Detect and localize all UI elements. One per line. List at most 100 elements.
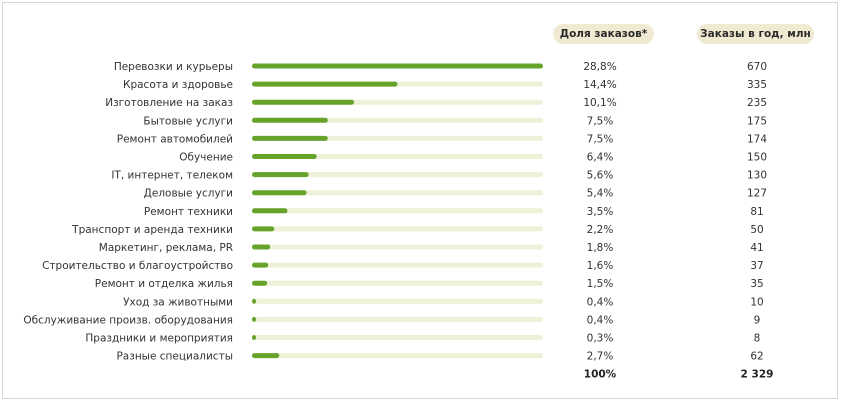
chart-row: Маркетинг, реклама, PR 1,8% 41 [99, 242, 764, 254]
share-value: 7,5% [587, 115, 614, 127]
orders-value: 335 [747, 79, 767, 91]
category-label: Маркетинг, реклама, PR [99, 242, 233, 254]
bar-track [252, 208, 543, 214]
category-label: Ремонт автомобилей [117, 133, 233, 145]
bar [252, 99, 355, 105]
bar-track [252, 280, 543, 286]
orders-column-header: Заказы в год, млн [697, 24, 814, 44]
orders-value: 175 [747, 115, 767, 127]
category-label: Бытовые услуги [143, 115, 233, 127]
orders-value: 62 [750, 351, 763, 363]
share-value: 2,2% [587, 224, 614, 236]
bar [252, 135, 328, 141]
orders-value: 150 [747, 152, 767, 164]
bar [252, 280, 268, 286]
category-label: Разные специалисты [116, 351, 233, 363]
chart-row: Ремонт автомобилей 7,5% 174 [117, 133, 768, 145]
bar [252, 81, 398, 87]
chart-row: Праздники и мероприятия 0,3% 8 [85, 333, 760, 345]
bar-track [252, 226, 543, 232]
share-value: 1,6% [587, 260, 614, 272]
category-label: Обучение [179, 152, 233, 164]
bar-track [252, 262, 543, 268]
category-label: IT, интернет, телеком [111, 170, 233, 182]
chart-row: Обучение 6,4% 150 [179, 152, 767, 164]
share-value: 0,4% [587, 296, 614, 308]
chart-row: Разные специалисты 2,7% 62 [116, 351, 763, 363]
bar [252, 208, 288, 214]
share-value: 0,4% [587, 314, 614, 326]
orders-value: 41 [750, 242, 763, 254]
category-label: Деловые услуги [144, 188, 233, 200]
chart-row: Красота и здоровье 14,4% 335 [123, 79, 767, 91]
category-label: Ремонт и отделка жилья [95, 278, 233, 290]
bar-track [252, 190, 543, 196]
bar [252, 353, 280, 359]
bar [252, 63, 543, 69]
orders-value: 10 [750, 296, 763, 308]
chart-row: Строительство и благоустройство 1,6% 37 [42, 260, 764, 272]
orders-value: 130 [747, 170, 767, 182]
bar [252, 154, 317, 159]
chart-row: Транспорт и аренда техники 2,2% 50 [71, 224, 764, 236]
share-value: 7,5% [587, 133, 614, 145]
bar-track [252, 316, 543, 322]
bar [252, 262, 269, 268]
orders-value: 9 [754, 314, 761, 326]
chart-row: Обслуживание произв. оборудования 0,4% 9 [23, 314, 760, 326]
bar [252, 298, 257, 304]
category-label: Праздники и мероприятия [85, 333, 233, 345]
share-value: 5,4% [587, 188, 614, 200]
orders-value: 174 [747, 133, 767, 145]
bar [252, 335, 256, 340]
category-label: Красота и здоровье [123, 79, 233, 91]
bar [252, 190, 307, 196]
bar [252, 117, 328, 123]
bar-track [252, 172, 543, 178]
orders-value: 50 [750, 224, 763, 236]
share-value: 10,1% [583, 97, 616, 109]
chart-row: IT, интернет, телеком 5,6% 130 [111, 170, 767, 182]
orders-value: 670 [747, 61, 767, 73]
share-value: 3,5% [587, 206, 614, 218]
bar [252, 316, 257, 322]
bar [252, 244, 271, 250]
orders-value: 127 [747, 188, 767, 200]
category-label: Транспорт и аренда техники [71, 224, 233, 236]
share-value: 5,6% [587, 170, 614, 182]
total-share: 100% [584, 369, 617, 381]
orders-value: 37 [750, 260, 763, 272]
orders-value: 8 [754, 333, 761, 345]
bar-track [252, 353, 543, 359]
share-value: 2,7% [587, 351, 614, 363]
bar-track [252, 244, 543, 250]
chart-row: Уход за животными 0,4% 10 [123, 296, 764, 308]
bar [252, 172, 309, 178]
total-orders: 2 329 [741, 369, 774, 381]
share-value: 1,5% [587, 278, 614, 290]
orders-value: 35 [750, 278, 763, 290]
category-label: Перевозки и курьеры [114, 61, 233, 73]
chart-row: Бытовые услуги 7,5% 175 [143, 115, 767, 127]
share-value: 6,4% [587, 152, 614, 164]
share-value: 28,8% [583, 61, 616, 73]
category-label: Изготовление на заказ [105, 97, 233, 109]
bar-track [252, 154, 543, 159]
share-column-header: Доля заказов* [553, 24, 654, 44]
bar-track [252, 298, 543, 304]
share-value: 1,8% [587, 242, 614, 254]
share-value: 14,4% [583, 79, 616, 91]
bar-track [252, 335, 543, 340]
category-label: Строительство и благоустройство [42, 260, 233, 272]
chart-row: Ремонт и отделка жилья 1,5% 35 [95, 278, 764, 290]
bar [252, 226, 275, 232]
chart-row: Перевозки и курьеры 28,8% 670 [114, 61, 767, 73]
chart-row: Ремонт техники 3,5% 81 [144, 206, 764, 218]
category-label: Ремонт техники [144, 206, 233, 218]
chart-row: Изготовление на заказ 10,1% 235 [105, 97, 767, 109]
category-label: Уход за животными [123, 296, 233, 308]
orders-value: 235 [747, 97, 767, 109]
share-value: 0,3% [587, 333, 614, 345]
chart-row: Деловые услуги 5,4% 127 [144, 188, 767, 200]
